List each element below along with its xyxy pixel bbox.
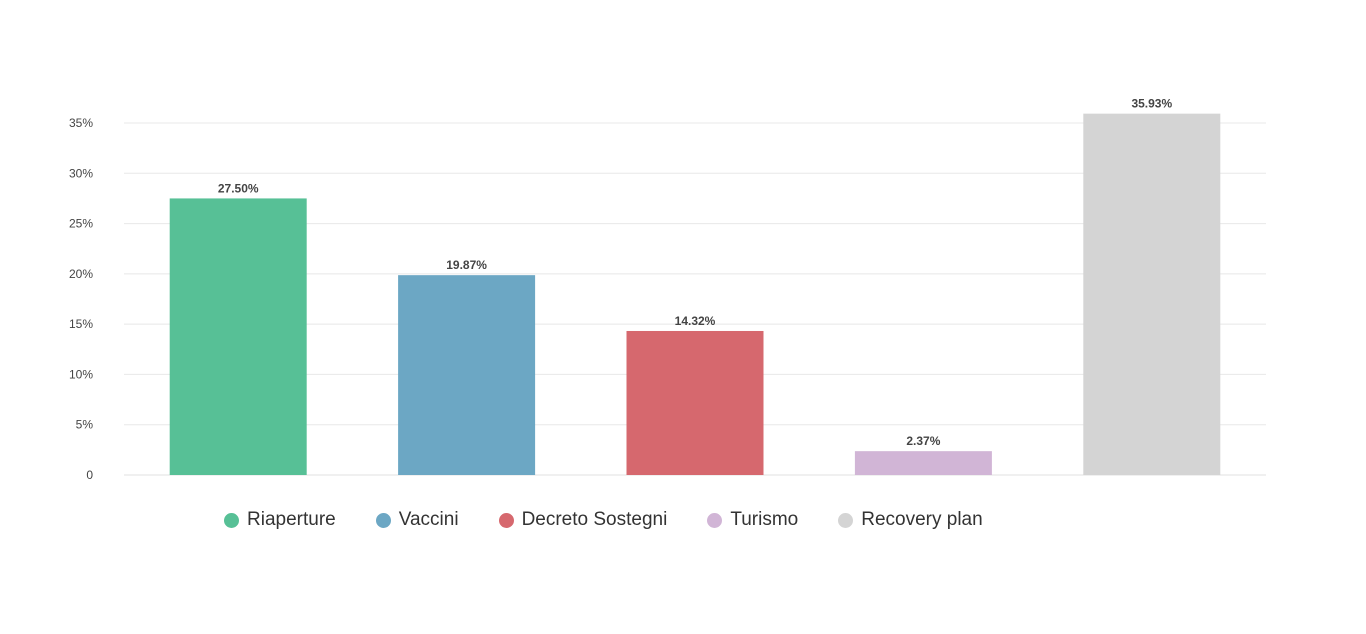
legend-label: Turismo — [730, 509, 799, 530]
data-label: 35.93% — [1131, 97, 1172, 111]
legend-label: Vaccini — [398, 509, 459, 530]
legend: Riaperture Vaccini Decreto Sostegni Turismo… — [224, 508, 1023, 532]
bar-decreto-sostegni — [626, 330, 764, 475]
legend-item[interactable]: Vaccini — [375, 509, 459, 531]
legend-item[interactable]: Turismo — [707, 509, 798, 531]
y-tick-label: 20% — [69, 267, 93, 281]
legend-marker-icon — [498, 512, 514, 528]
bar-vaccini — [398, 275, 536, 475]
y-tick-label: 15% — [69, 317, 93, 331]
data-label: 14.32% — [675, 314, 716, 328]
data-label: 27.50% — [218, 181, 259, 195]
data-label: 2.37% — [906, 434, 940, 448]
data-labels: 27.50% 19.87% 14.32% 2.37% 35.93% — [218, 97, 1173, 449]
legend-label: Recovery plan — [861, 509, 983, 530]
bar-riaperture — [169, 198, 307, 475]
legend-marker-icon — [375, 512, 391, 528]
y-tick-label: 35% — [69, 116, 93, 130]
legend-item[interactable]: Riaperture — [224, 509, 336, 531]
legend-label: Riaperture — [247, 509, 336, 530]
y-tick-label: 5% — [76, 418, 94, 432]
legend-marker-icon — [224, 512, 239, 528]
legend-marker-icon — [707, 512, 723, 528]
bars — [169, 113, 1221, 476]
y-tick-label: 30% — [69, 166, 93, 180]
y-tick-label: 25% — [69, 217, 93, 231]
legend-marker-icon — [838, 512, 854, 528]
y-tick-label: 10% — [69, 367, 93, 381]
bar-turismo — [854, 451, 992, 475]
bar-recovery-plan — [1083, 113, 1221, 476]
y-axis-tick-labels: 0 5% 10% 15% 20% 25% 30% 35% — [69, 116, 93, 482]
legend-label: Decreto Sostegni — [521, 509, 668, 530]
data-label: 19.87% — [446, 258, 487, 272]
legend-item[interactable]: Recovery plan — [838, 509, 983, 531]
y-tick-label: 0 — [86, 468, 93, 482]
legend-item[interactable]: Decreto Sostegni — [498, 509, 668, 531]
